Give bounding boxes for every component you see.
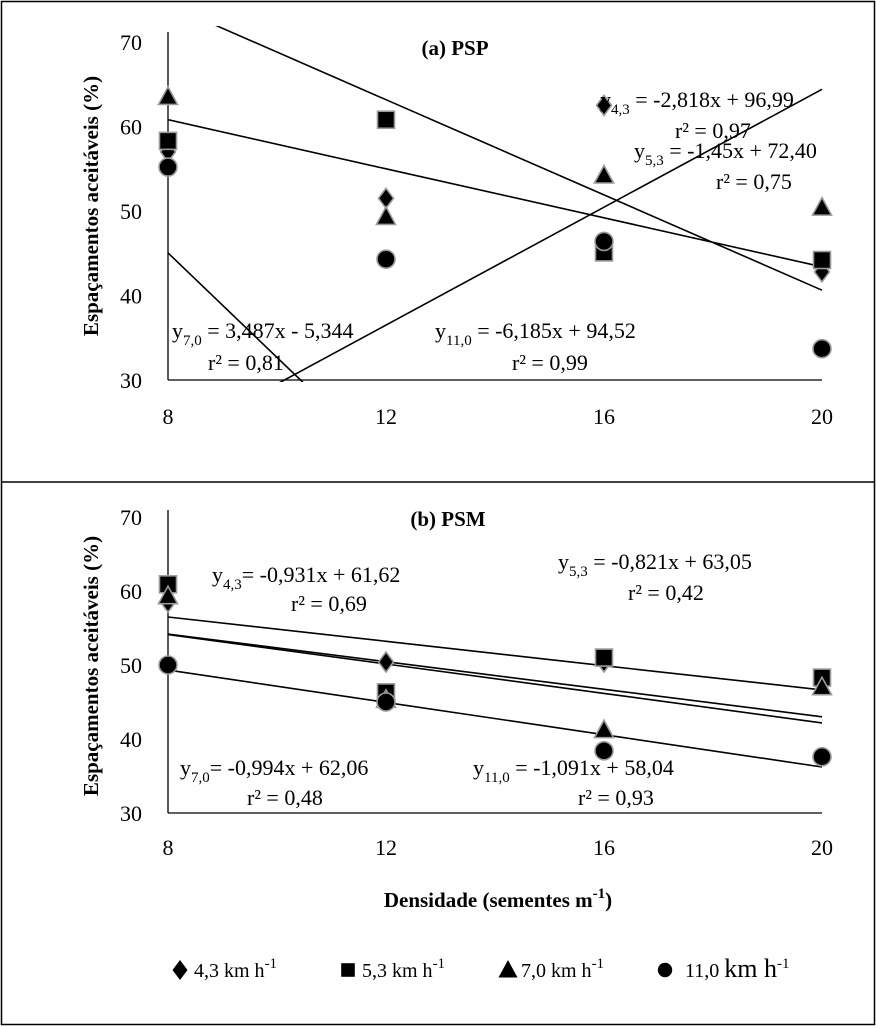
r-squared-label-b: r² = 0,48 (247, 785, 323, 810)
panel-a-psp: Espaçamentos aceitáveis (%) (a) PSP 30 40… (79, 26, 833, 429)
regression-equation-a: y7,0 = 3,487x - 5,344 (172, 318, 353, 349)
legend-label: 4,3 km h-1 (194, 956, 277, 982)
y-tick-label-a: 30 (120, 368, 142, 393)
legend-marker-diamond (172, 960, 188, 980)
data-point-triangle-a (593, 163, 615, 184)
data-point-circle-a (158, 157, 178, 177)
data-point-square-a (158, 131, 178, 151)
regression-equation-b: y5,3 = -0,821x + 63,05 (558, 549, 752, 580)
chart-title-b: (b) PSM (410, 507, 485, 531)
regression-equation-a: y5,3 = -1,45x + 72,40 (634, 138, 817, 169)
regression-equation-b: y7,0= -0,994x + 62,06 (180, 755, 368, 786)
data-point-circle-b (594, 741, 614, 761)
trend-line-triangle-b (168, 633, 823, 724)
x-axis-label: Densidade (sementes m-1) (384, 886, 612, 912)
data-point-circle-a (812, 338, 832, 359)
trend-line-circle-b (168, 669, 823, 768)
y-tick-label-b: 40 (120, 727, 142, 752)
trend-line-circle-a (168, 252, 304, 382)
data-point-square-a (376, 110, 396, 130)
data-point-triangle-b (593, 718, 615, 739)
r-squared-label-b: r² = 0,42 (628, 580, 704, 605)
r-squared-label-b: r² = 0,69 (291, 591, 367, 616)
r-squared-label-a: r² = 0,99 (512, 350, 588, 375)
trend-line-square-a (168, 118, 823, 268)
y-tick-label-b: 50 (120, 653, 142, 678)
legend-marker-square (341, 963, 355, 977)
y-axis-label-a: Espaçamentos aceitáveis (%) (79, 76, 103, 336)
r-squared-label-a: r² = 0,75 (716, 169, 792, 194)
y-tick-label-b: 60 (120, 579, 142, 604)
trend-line-triangle-a (279, 88, 823, 382)
x-tick-label-a: 12 (375, 404, 397, 429)
y-tick-label-a: 40 (120, 284, 142, 309)
data-point-circle-b (812, 746, 832, 767)
regression-equation-a: y4,3 = -2,818x + 96,99 (600, 87, 794, 118)
y-tick-label-b: 70 (120, 505, 142, 530)
data-point-square-a (812, 250, 832, 270)
data-point-circle-b (158, 655, 178, 675)
data-point-circle-b (376, 692, 396, 712)
panel-b-psm: Espaçamentos aceitáveis (%) (b) PSM 30 40… (79, 505, 833, 860)
x-tick-label-b: 12 (375, 835, 397, 860)
x-axis-label-close: ) (605, 888, 612, 912)
y-axis-label-b: Espaçamentos aceitáveis (%) (79, 536, 103, 796)
data-point-triangle-a (375, 205, 397, 226)
r-squared-label-a: r² = 0,81 (208, 350, 284, 375)
regression-equation-b: y11,0 = -1,091x + 58,04 (473, 755, 674, 786)
legend: 4,3 km h-1 5,3 km h-1 7,0 km h-1 11,0 km h-… (172, 954, 790, 983)
y-tick-label-b: 30 (120, 801, 142, 826)
y-tick-label-a: 50 (120, 199, 142, 224)
x-tick-label-b: 20 (811, 835, 833, 860)
regression-equation-a: y11,0 = -6,185x + 94,52 (435, 318, 636, 349)
x-tick-label-a: 20 (811, 404, 833, 429)
trend-line-square-b (168, 616, 823, 691)
x-tick-label-a: 16 (593, 404, 615, 429)
trend-line-diamond-b (168, 633, 823, 718)
x-axis-label-text: Densidade (sementes m (384, 888, 593, 912)
y-tick-label-a: 70 (120, 30, 142, 55)
data-point-diamond-a (595, 94, 613, 117)
x-tick-label-b: 16 (593, 835, 615, 860)
chart-title-a: (a) PSP (421, 36, 488, 60)
legend-label: 7,0 km h-1 (521, 956, 604, 982)
data-point-triangle-b (157, 584, 179, 605)
legend-marker-circle (657, 962, 673, 978)
legend-marker-triangle (498, 960, 518, 978)
data-point-square-b (594, 648, 614, 667)
y-tick-label-a: 60 (120, 115, 142, 140)
data-point-triangle-a (811, 195, 833, 216)
regression-equation-b: y4,3= -0,931x + 61,62 (212, 562, 400, 593)
r-squared-label-a: r² = 0,97 (675, 118, 751, 143)
data-point-circle-a (376, 249, 396, 269)
data-point-triangle-a (157, 85, 179, 106)
x-tick-label-a: 8 (163, 404, 174, 429)
x-axis-label-superscript: -1 (593, 886, 606, 902)
data-point-triangle-b (811, 675, 833, 696)
legend-label: 5,3 km h-1 (362, 956, 445, 982)
legend-label: 11,0 km h-1 (685, 954, 790, 983)
r-squared-label-b: r² = 0,93 (578, 785, 654, 810)
data-point-circle-a (594, 231, 614, 252)
x-tick-label-b: 8 (163, 835, 174, 860)
data-point-diamond-b (377, 650, 395, 674)
